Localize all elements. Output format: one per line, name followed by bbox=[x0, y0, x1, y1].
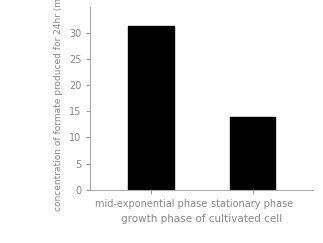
Bar bbox=[129, 26, 174, 190]
Y-axis label: concentration of formate produced for 24hr (mM): concentration of formate produced for 24… bbox=[54, 0, 63, 210]
Bar bbox=[230, 117, 275, 190]
X-axis label: growth phase of cultivated cell: growth phase of cultivated cell bbox=[121, 214, 283, 224]
